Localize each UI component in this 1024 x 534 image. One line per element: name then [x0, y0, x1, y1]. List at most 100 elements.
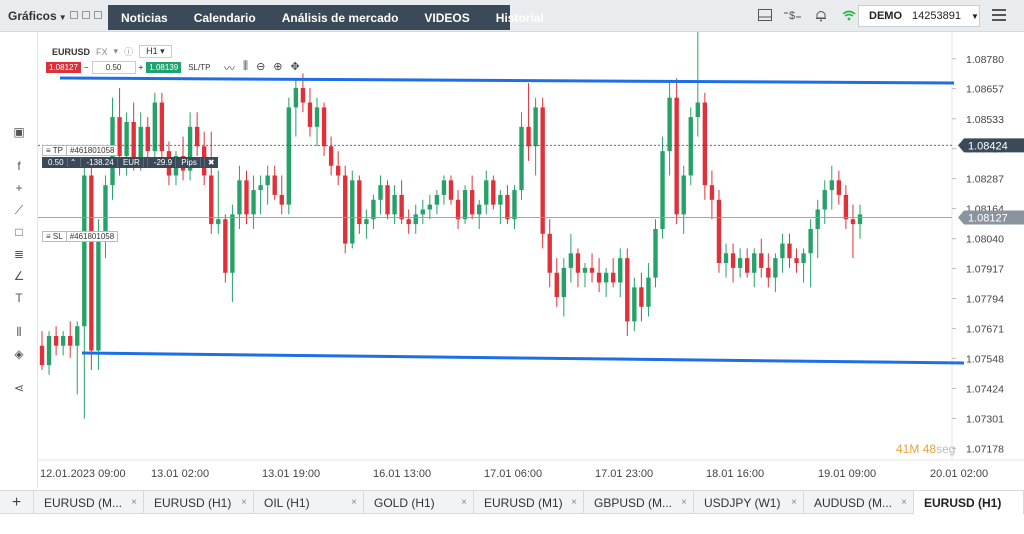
rectangle-icon[interactable]: □	[15, 225, 23, 239]
instrument-type: FX	[96, 46, 108, 57]
candle-body	[723, 253, 729, 264]
candle-body	[857, 214, 863, 225]
drawing-toolbar: ▣ f + ⟋ □ ≣ ∠ T ⫴ ◈ ⋖	[0, 32, 38, 488]
text-icon[interactable]: T	[15, 291, 23, 305]
layout-icon[interactable]	[756, 6, 774, 24]
trendline-icon[interactable]: ⟋	[14, 203, 24, 217]
chevron-down-icon[interactable]: ▾	[113, 46, 119, 56]
candle-body	[279, 194, 284, 205]
minus-icon[interactable]: −	[83, 63, 89, 72]
maximize-icon[interactable]	[82, 11, 90, 19]
y-tick-label: 1.08287	[966, 174, 1004, 186]
candle-body	[512, 190, 517, 220]
close-tab-icon[interactable]: ×	[791, 497, 797, 508]
position-info[interactable]: 0.50 ⌃ -138.24 EUR -29.9 Pips ✖	[42, 157, 218, 168]
tab-2[interactable]: OIL (H1) ×	[254, 491, 364, 515]
timer-seconds: 48	[922, 442, 937, 456]
nav-analisis[interactable]: Análisis de mercado	[281, 10, 399, 25]
close-tab-icon[interactable]: ×	[351, 497, 357, 508]
crosshair-icon[interactable]: +	[15, 181, 23, 195]
tab-7[interactable]: AUDUSD (M... ×	[804, 491, 914, 515]
layers-icon[interactable]: ◈	[14, 347, 24, 361]
tab-label: EURUSD (M...	[44, 496, 122, 510]
hamburger-menu-icon[interactable]	[992, 9, 1006, 24]
tab-8[interactable]: EURUSD (H1)	[914, 491, 1024, 515]
candle-body	[357, 180, 362, 225]
close-tab-icon[interactable]: ×	[461, 497, 467, 508]
bell-icon[interactable]	[812, 6, 830, 24]
symbol-name[interactable]: EURUSD	[52, 46, 91, 57]
sltp-button[interactable]: SL/TP	[188, 63, 211, 72]
nav-historial[interactable]: Historial	[495, 10, 544, 25]
x-tick-label: 13.01 19:00	[262, 468, 320, 480]
chart-type-icon[interactable]: 〰	[224, 63, 235, 75]
detach-icon[interactable]	[70, 11, 78, 19]
candle-body	[82, 175, 87, 327]
close-tab-icon[interactable]: ×	[571, 497, 577, 508]
tab-3[interactable]: GOLD (H1) ×	[364, 491, 474, 515]
candle-body	[702, 102, 708, 186]
tp-label-text: TP	[52, 146, 63, 155]
sell-button[interactable]: 1.08127	[46, 62, 81, 73]
candle-body	[335, 165, 341, 176]
y-tick-label: 1.07301	[966, 413, 1004, 425]
price-chart[interactable]: 1.087801.086571.085331.084101.082871.081…	[38, 32, 1024, 488]
close-window-icon[interactable]	[94, 11, 102, 19]
candle-body	[568, 253, 574, 268]
add-tab-button[interactable]: +	[0, 491, 34, 515]
close-tab-icon[interactable]: ×	[241, 497, 247, 508]
indicator-icon[interactable]: ⫼	[243, 60, 249, 72]
y-tick-label: 1.08780	[966, 54, 1004, 66]
candle-body	[131, 121, 136, 161]
candlestick-chart[interactable]: 1.087801.086571.085331.084101.082871.081…	[38, 32, 1024, 488]
candle-body	[575, 253, 581, 273]
tab-6[interactable]: USDJPY (W1) ×	[694, 491, 804, 515]
candle-body	[477, 204, 482, 215]
candle-body	[293, 87, 299, 108]
candle-body	[716, 199, 722, 264]
close-position-icon[interactable]: ✖	[207, 158, 215, 167]
function-icon[interactable]: f	[17, 159, 21, 173]
money-transfer-icon[interactable]: $	[784, 6, 802, 24]
candle-body	[639, 287, 644, 307]
candle-body	[117, 117, 122, 157]
tab-label: GOLD (H1)	[374, 496, 435, 510]
candle-body	[244, 180, 249, 215]
timeframe-selector[interactable]: H1 ▾	[139, 45, 172, 58]
nav-videos[interactable]: VIDEOS	[424, 10, 470, 25]
lot-input[interactable]: 0.50	[91, 61, 136, 74]
sl-order-tag[interactable]: ≡ SL #461801058	[42, 231, 119, 242]
close-tab-icon[interactable]: ×	[901, 497, 907, 508]
candle-body	[681, 175, 686, 215]
fibonacci-icon[interactable]: ≣	[13, 247, 25, 261]
buy-button[interactable]: 1.08139	[146, 62, 182, 73]
tab-0[interactable]: EURUSD (M... ×	[34, 491, 144, 515]
tp-order-tag[interactable]: ≡ TP #461801058	[42, 145, 119, 156]
rectangle-window-icon[interactable]: ▣	[13, 125, 25, 139]
gann-icon[interactable]: ∠	[13, 269, 25, 283]
zoom-in-icon[interactable]: ⊕	[273, 61, 283, 73]
account-selector[interactable]: DEMO 14253891 ▼	[858, 5, 980, 27]
move-icon[interactable]: ✥	[290, 61, 300, 73]
sl-price-tag	[958, 210, 1024, 225]
sl-order-id: #461801058	[66, 231, 119, 242]
candle-body	[667, 97, 672, 152]
tab-1[interactable]: EURUSD (H1) ×	[144, 491, 254, 515]
candle-body	[364, 219, 369, 225]
plus-icon[interactable]: +	[138, 63, 144, 72]
candle-body	[484, 180, 489, 205]
zoom-out-icon[interactable]: ⊖	[256, 61, 266, 73]
close-tab-icon[interactable]: ×	[681, 497, 687, 508]
y-tick-label: 1.08657	[966, 84, 1004, 96]
tab-4[interactable]: EURUSD (M1) ×	[474, 491, 584, 515]
share-icon[interactable]: ⋖	[13, 381, 25, 395]
candle-body	[138, 126, 143, 161]
nav-calendario[interactable]: Calendario	[193, 10, 256, 25]
tab-5[interactable]: GBPUSD (M... ×	[584, 491, 694, 515]
info-icon[interactable]: ⓘ	[124, 47, 134, 57]
close-tab-icon[interactable]: ×	[131, 497, 137, 508]
tab-label: OIL (H1)	[264, 496, 310, 510]
nav-noticias[interactable]: Noticias	[121, 10, 168, 25]
charts-menu[interactable]: Gráficos ▼	[8, 9, 67, 23]
indicators-icon[interactable]: ⫴	[16, 325, 22, 339]
